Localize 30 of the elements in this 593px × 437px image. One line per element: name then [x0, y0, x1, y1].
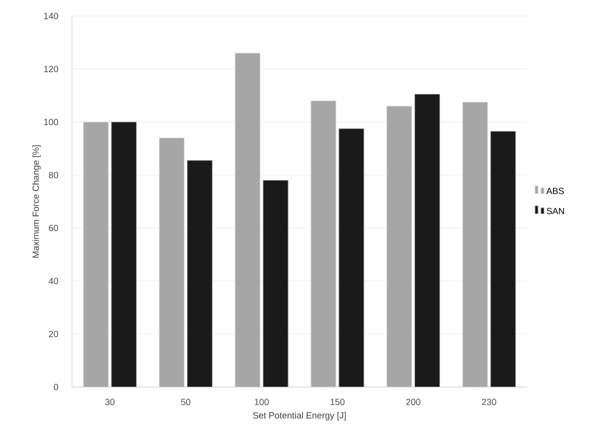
x-axis-title: Set Potential Energy [J] [253, 412, 346, 420]
legend-label: ABS [546, 188, 564, 194]
y-axis-title: Maximum Force Change [%] [32, 145, 41, 258]
x-tick-label: 200 [406, 398, 420, 406]
legend-label: SAN [546, 208, 564, 214]
bar [111, 122, 137, 387]
x-tick-label: 150 [330, 398, 345, 406]
bar [262, 180, 288, 387]
y-tick-label: 40 [48, 278, 58, 284]
y-tick-label: 60 [48, 224, 58, 232]
bar [462, 102, 488, 387]
y-tick-label: 80 [48, 172, 58, 178]
bar [158, 138, 185, 387]
x-tick-label: 30 [105, 398, 115, 406]
x-tick-label: 230 [482, 398, 496, 406]
x-tick-label: 50 [181, 398, 190, 406]
bar [310, 100, 336, 387]
bar [186, 160, 213, 387]
x-tick-label: 100 [254, 398, 269, 406]
y-tick-label: 20 [48, 330, 58, 338]
bar [414, 94, 440, 387]
bar [386, 106, 412, 387]
bar [338, 128, 364, 387]
y-tick-label: 100 [44, 118, 58, 126]
y-tick-label: 140 [44, 12, 58, 20]
y-tick-label: 120 [44, 66, 58, 72]
bar [234, 52, 260, 387]
bar [490, 130, 516, 387]
bar [83, 122, 109, 387]
y-tick-label: 0 [54, 384, 58, 390]
